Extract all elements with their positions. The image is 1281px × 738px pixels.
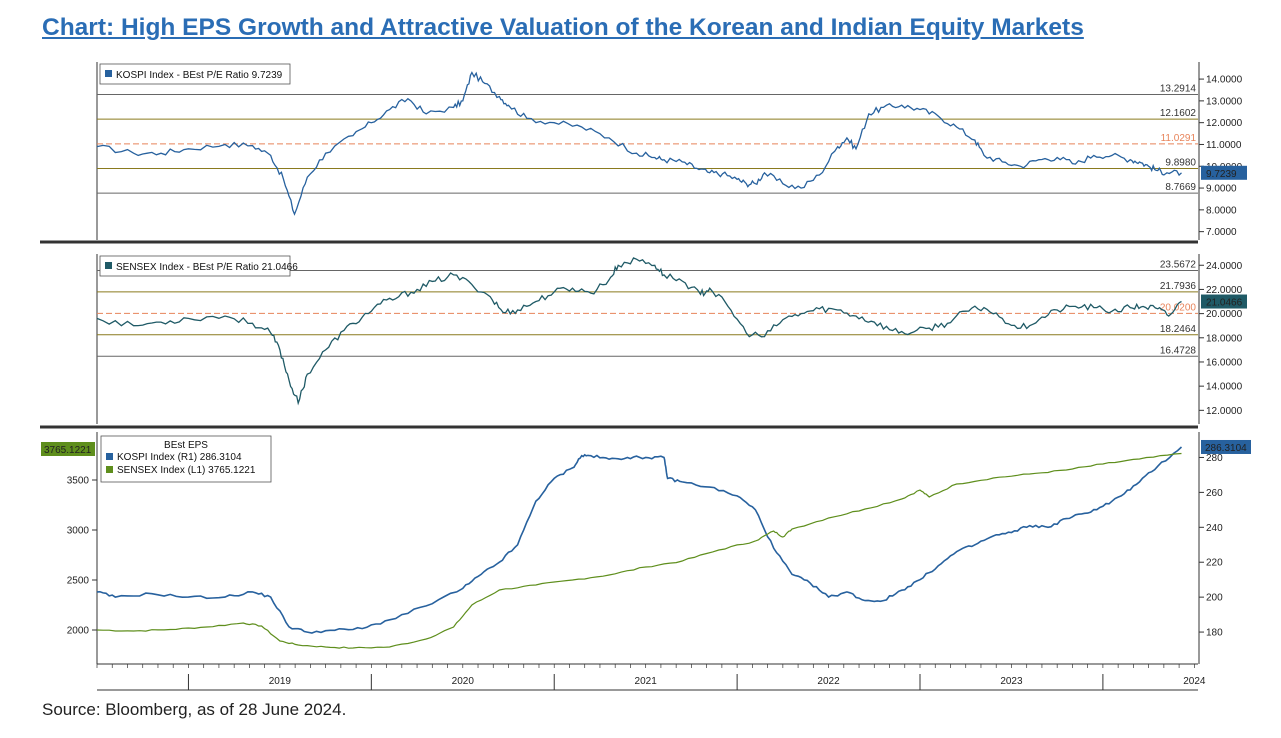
- last-value-label: 21.0466: [1206, 298, 1243, 309]
- legend-swatch: [105, 70, 112, 77]
- right-axis-badge: [1201, 439, 1251, 454]
- y-tick-label: 12.0000: [1206, 118, 1243, 129]
- x-tick-label: 2024: [1183, 676, 1206, 687]
- right-tick-label: 260: [1206, 488, 1223, 499]
- y-tick-label: 13.0000: [1206, 96, 1243, 107]
- legend-label-sensex: SENSEX Index (L1) 3765.1221: [117, 465, 256, 476]
- right-tick-label: 200: [1206, 593, 1223, 604]
- legend-swatch-kospi: [106, 453, 113, 460]
- y-tick-label: 16.0000: [1206, 357, 1243, 368]
- source-note: Source: Bloomberg, as of 28 June 2024.: [42, 700, 347, 719]
- reference-line-label: 11.0291: [1161, 133, 1197, 144]
- y-tick-label: 14.0000: [1206, 382, 1243, 393]
- right-tick-label: 180: [1206, 628, 1223, 639]
- y-tick-label: 18.0000: [1206, 333, 1243, 344]
- eps-panel: 2000 2500 3000 3500 180 200 220 240 260 280 3765.1…: [41, 432, 1251, 664]
- kospi-pe-legend: KOSPI Index - BEst P/E Ratio 9.7239: [99, 63, 291, 85]
- x-tick-label: 2023: [1000, 676, 1023, 687]
- y-tick-label: 14.0000: [1206, 75, 1243, 86]
- reference-line-label: 9.8980: [1165, 157, 1196, 168]
- last-value-badge: [1201, 294, 1247, 309]
- x-tick-label: 2021: [635, 676, 658, 687]
- right-tick-label: 280: [1206, 453, 1223, 464]
- legend-swatch-sensex: [106, 466, 113, 473]
- kospi-pe-panel: 13.2914 12.1602 11.0291 9.8980 8.7669 7.0000 8…: [96, 62, 1247, 240]
- sensex-pe-legend: SENSEX Index - BEst P/E Ratio 21.0466: [99, 255, 298, 277]
- right-tick-label: 240: [1206, 523, 1223, 534]
- legend-swatch: [105, 262, 112, 269]
- right-axis-badge-label: 286.3104: [1205, 443, 1247, 454]
- reference-line-label: 8.7669: [1165, 182, 1196, 193]
- y-tick-label: 22.0000: [1206, 285, 1243, 296]
- last-value-badge: [1201, 165, 1247, 180]
- series-line: [96, 71, 1182, 216]
- sensex-eps-line: [96, 452, 1182, 649]
- reference-line-label: 23.5672: [1160, 259, 1197, 270]
- chart-title: Chart: High EPS Growth and Attractive Va…: [42, 14, 1084, 41]
- sensex-pe-panel: 23.5672 21.7936 20.0200 18.2464 16.4728 12.00…: [96, 254, 1247, 424]
- reference-line-label: 13.2914: [1160, 84, 1197, 95]
- y-tick-label: 24.0000: [1206, 261, 1243, 272]
- left-tick-label: 2000: [67, 626, 90, 637]
- legend-box: [99, 63, 291, 85]
- left-tick-label: 3500: [67, 476, 90, 487]
- x-tick-label: 2020: [452, 676, 475, 687]
- legend-label-kospi: KOSPI Index (R1) 286.3104: [117, 452, 242, 463]
- y-tick-label: 12.0000: [1206, 406, 1243, 417]
- left-axis-badge: [41, 442, 95, 456]
- left-tick-label: 3000: [67, 526, 90, 537]
- reference-line-label: 16.4728: [1160, 345, 1197, 356]
- right-tick-label: 220: [1206, 558, 1223, 569]
- last-value-label: 9.7239: [1206, 169, 1237, 180]
- kospi-eps-line: [96, 446, 1183, 634]
- left-tick-label: 2500: [67, 576, 90, 587]
- legend-label: SENSEX Index - BEst P/E Ratio 21.0466: [116, 262, 298, 273]
- reference-line-label: 20.0200: [1160, 302, 1197, 313]
- series-line: [96, 257, 1182, 406]
- x-tick-label: 2019: [269, 676, 292, 687]
- y-tick-label: 7.0000: [1206, 227, 1237, 238]
- legend-box: [100, 435, 272, 483]
- x-tick-label: 2022: [817, 676, 840, 687]
- left-axis-badge-label: 3765.1221: [44, 445, 92, 456]
- legend-box: [99, 255, 291, 277]
- y-tick-label: 8.0000: [1206, 205, 1237, 216]
- x-axis: 2019 2020 2021 2022 2023 2024: [40, 240, 1206, 691]
- reference-line-label: 12.1602: [1160, 108, 1197, 119]
- legend-title: BEst EPS: [164, 440, 208, 451]
- y-tick-label: 11.0000: [1206, 140, 1242, 151]
- y-tick-label: 9.0000: [1206, 184, 1237, 195]
- reference-line-label: 18.2464: [1160, 324, 1197, 335]
- reference-line-label: 21.7936: [1160, 281, 1197, 292]
- y-tick-label: 20.0000: [1206, 309, 1243, 320]
- legend-label: KOSPI Index - BEst P/E Ratio 9.7239: [116, 70, 283, 81]
